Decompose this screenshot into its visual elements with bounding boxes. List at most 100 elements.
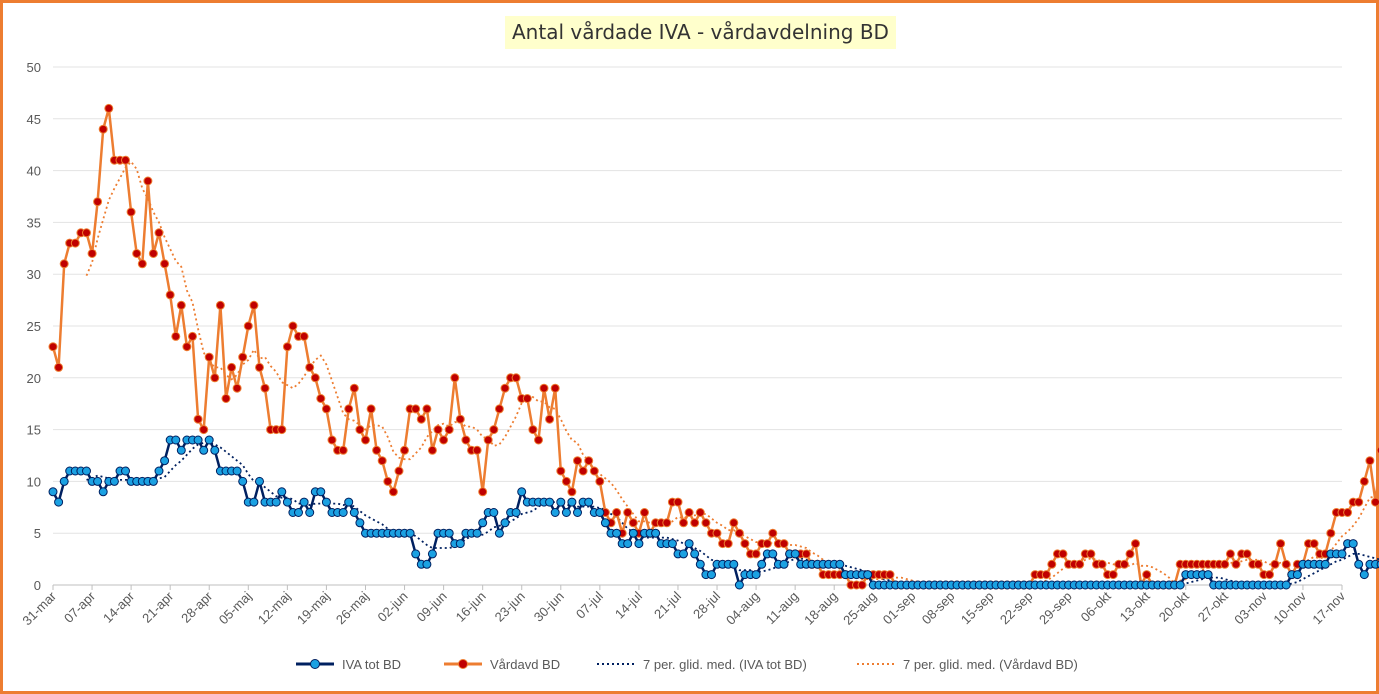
iva-tot-point <box>1337 549 1347 559</box>
vardavd-line <box>51 107 1379 587</box>
vardavd-point <box>483 435 493 445</box>
iva-tot-point <box>472 528 482 538</box>
iva-tot-point <box>93 476 103 486</box>
x-tick-label: 16-jun <box>453 589 489 625</box>
iva-tot-point <box>1348 539 1358 549</box>
iva-tot-point <box>54 497 64 507</box>
vardavd-point <box>673 497 683 507</box>
vardavd-point <box>82 228 91 238</box>
iva-tot-point <box>316 487 326 497</box>
vardavd-point <box>427 445 437 455</box>
iva-tot-point <box>249 497 259 507</box>
vardavd-point <box>779 539 789 549</box>
vardavd-point <box>1125 549 1135 559</box>
vardavd-point <box>751 549 761 559</box>
vardavd-point <box>1270 559 1280 569</box>
iva-tot-point <box>355 518 365 528</box>
iva-tot-point <box>98 487 108 497</box>
x-tick-label: 06-okt <box>1078 588 1114 624</box>
iva-tot-point <box>628 528 638 538</box>
iva-tot-point <box>567 497 577 507</box>
x-tick-label: 07-apr <box>61 588 99 626</box>
vardavd-point <box>478 487 488 497</box>
x-tick-label: 27-okt <box>1195 588 1231 624</box>
x-tick-label: 19-maj <box>294 588 333 627</box>
iva-tot-point <box>545 497 555 507</box>
vardavd-point <box>327 435 337 445</box>
iva-tot-point <box>500 518 510 528</box>
iva-tot-point <box>282 497 292 507</box>
iva-tot-point <box>232 466 242 476</box>
vardavd-point <box>93 197 103 207</box>
vardavd-point <box>199 425 209 435</box>
vardavd-point <box>1281 559 1291 569</box>
x-tick-label: 12-maj <box>255 588 294 627</box>
vardavd-point <box>54 362 64 372</box>
vardavd-point <box>690 518 700 528</box>
iva-tot-point <box>193 435 203 445</box>
vardavd-point <box>567 487 577 497</box>
legend-label-moving-average-iva: 7 per. glid. med. (IVA tot BD) <box>643 657 807 672</box>
iva-tot-point <box>48 487 58 497</box>
vardavd-point <box>461 435 471 445</box>
iva-tot-point <box>690 549 700 559</box>
x-tick-label: 14-jul <box>612 588 645 621</box>
vardavd-point <box>1354 497 1364 507</box>
y-tick-label: 35 <box>27 215 41 230</box>
x-tick-label: 02-jun <box>375 589 411 625</box>
x-tick-label: 15-sep <box>958 589 997 628</box>
y-tick-label: 25 <box>27 319 41 334</box>
y-tick-label: 5 <box>34 526 41 541</box>
iva-tot-point <box>1175 580 1185 590</box>
vardavd-point <box>171 331 181 341</box>
vardavd-point <box>439 435 449 445</box>
x-tick-label: 18-aug <box>801 589 840 628</box>
vardavd-point <box>545 414 555 424</box>
vardavd-point <box>561 476 571 486</box>
vardavd-point <box>857 580 867 590</box>
vardavd-point <box>455 414 465 424</box>
iva-tot-point <box>684 539 694 549</box>
vardavd-point <box>338 445 348 455</box>
legend-label-moving-average-vardavd: 7 per. glid. med. (Vårdavd BD) <box>903 657 1078 672</box>
iva-tot-point <box>427 549 437 559</box>
vardavd-point <box>528 425 538 435</box>
iva-tot-point <box>1292 570 1302 580</box>
vardavd-point <box>98 124 108 134</box>
vardavd-point <box>422 404 432 414</box>
series-lines <box>48 103 1379 590</box>
vardavd-point <box>472 445 482 455</box>
vardavd-point <box>282 342 292 352</box>
y-tick-label: 0 <box>34 578 41 593</box>
x-tick-label: 14-apr <box>100 588 138 626</box>
iva-tot-point <box>634 539 644 549</box>
iva-tot-point <box>651 528 661 538</box>
vardavd-point <box>232 383 242 393</box>
vardavd-point <box>137 259 147 269</box>
vardavd-point <box>522 394 532 403</box>
iva-tot-point <box>790 549 800 559</box>
vardavd-point <box>1365 456 1375 466</box>
y-axis-ticks: 0 5 10 15 20 25 30 35 40 45 50 <box>27 60 41 593</box>
iva-tot-point <box>238 476 248 486</box>
vardavd-point <box>1359 476 1369 486</box>
vardavd-point <box>193 414 203 424</box>
vardavd-point <box>305 362 315 372</box>
vardavd-point <box>1231 559 1241 569</box>
vardavd-point <box>154 228 164 238</box>
iva-tot-point <box>1354 559 1364 569</box>
vardavd-point <box>612 508 622 517</box>
vardavd-point <box>578 466 588 476</box>
iva-tot-point <box>338 508 348 517</box>
vardavd-point <box>59 259 69 269</box>
vardavd-point <box>48 342 58 352</box>
iva-tot-point <box>584 497 594 507</box>
vardavd-point <box>215 300 225 310</box>
x-tick-label: 13-okt <box>1117 588 1153 624</box>
vardavd-point <box>556 466 566 476</box>
vardavd-point <box>310 373 320 383</box>
vardavd-point <box>1041 570 1051 580</box>
iva-tot-point <box>779 559 789 569</box>
vardavd-point <box>321 404 331 414</box>
legend-label-vardavd: Vårdavd BD <box>490 657 560 672</box>
